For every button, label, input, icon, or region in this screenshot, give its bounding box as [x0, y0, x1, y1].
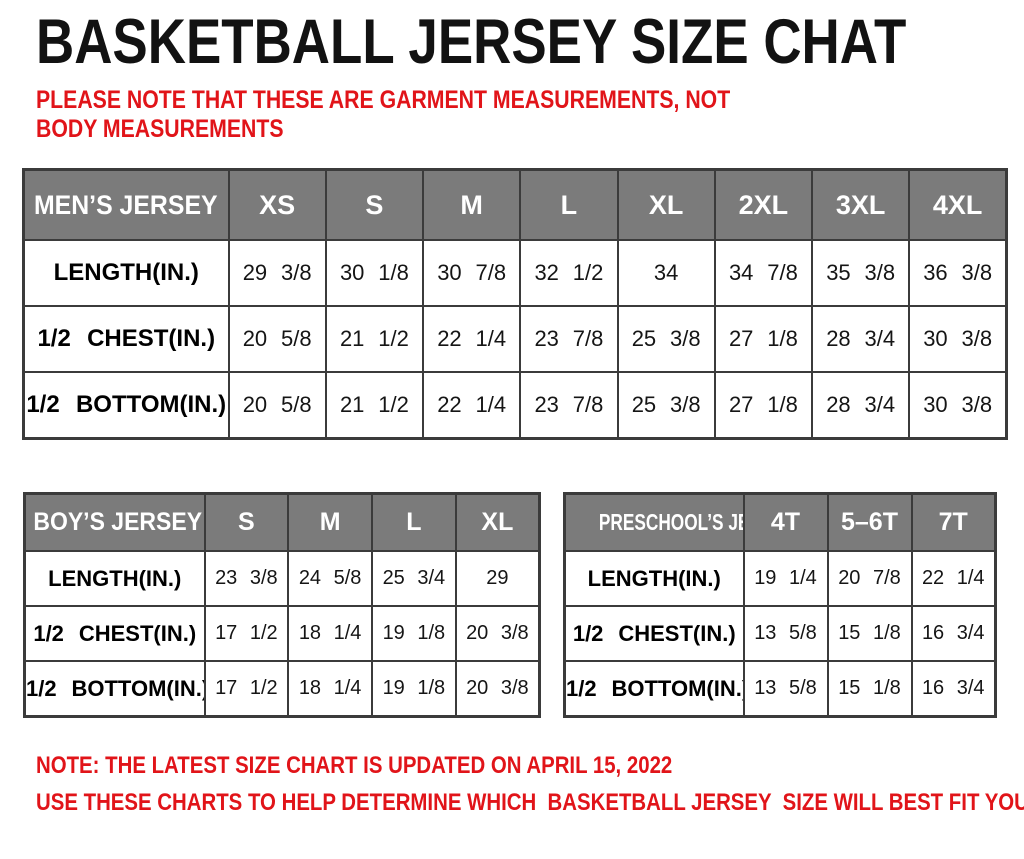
size-col-header-l: L — [371, 492, 457, 552]
size-col-header-m: M — [287, 492, 373, 552]
boys-table-title-label: BOY’S JERSEY — [33, 508, 203, 536]
size-col-header-xs: XS — [227, 168, 327, 241]
measurement-cell: 34 — [616, 239, 716, 307]
size-col-header-3xl: 3XL — [810, 168, 911, 241]
measurement-cell: 25 3/8 — [616, 305, 716, 373]
measurement-cell: 27 1/8 — [713, 371, 814, 440]
measurement-cell: 20 5/8 — [227, 305, 327, 373]
measurement-cell: 13 5/8 — [742, 660, 829, 718]
preschool-table-title-label: PRESCHOOL’S JERSEY — [598, 509, 742, 535]
measurement-cell: 29 — [454, 550, 541, 607]
mens-size-table: MEN’S JERSEY XS S M L XL 2XL 3XL 4XL LEN… — [22, 168, 1008, 440]
measurement-cell: 23 7/8 — [519, 371, 619, 440]
size-col-header-xl: XL — [616, 168, 716, 241]
measurement-cell: 19 1/8 — [371, 660, 457, 718]
table-row-half-bottom: 1/2 BOTTOM(IN.) 13 5/8 15 1/8 16 3/4 — [563, 660, 997, 718]
measurement-cell: 30 3/8 — [908, 305, 1008, 373]
mens-table-title: MEN’S JERSEY — [22, 168, 230, 241]
table-row-half-bottom: 1/2 BOTTOM(IN.) 20 5/8 21 1/2 22 1/4 23 … — [22, 371, 1008, 440]
table-row-length: LENGTH(IN.) 19 1/4 20 7/8 22 1/4 — [563, 550, 997, 607]
measurement-cell: 20 7/8 — [826, 550, 913, 607]
measurement-cell: 30 7/8 — [421, 239, 522, 307]
measurement-cell: 22 1/4 — [421, 371, 522, 440]
measurement-cell: 32 1/2 — [519, 239, 619, 307]
measurement-cell: 21 1/2 — [324, 371, 425, 440]
measurement-cell: 18 1/4 — [287, 660, 373, 718]
measurement-cell: 25 3/4 — [371, 550, 457, 607]
size-col-header-s: S — [324, 168, 425, 241]
measurement-cell: 13 5/8 — [742, 605, 829, 662]
measurement-cell: 30 1/8 — [324, 239, 425, 307]
measurement-cell: 35 3/8 — [810, 239, 911, 307]
row-label-length: LENGTH(IN.) — [22, 239, 230, 307]
row-label-length: LENGTH(IN.) — [23, 550, 206, 607]
measurement-cell: 16 3/4 — [910, 605, 997, 662]
size-col-header-l: L — [519, 168, 619, 241]
size-col-header-5-6t: 5–6T — [826, 492, 913, 552]
size-col-header-s: S — [203, 492, 290, 552]
page-title: BASKETBALL JERSEY SIZE CHAT — [36, 7, 907, 77]
table-row-half-bottom: 1/2 BOTTOM(IN.) 17 1/2 18 1/4 19 1/8 20 … — [23, 660, 541, 718]
row-label-half-bottom: 1/2 BOTTOM(IN.) — [22, 371, 230, 440]
row-label-half-bottom: 1/2 BOTTOM(IN.) — [23, 660, 206, 718]
boys-size-table: BOY’S JERSEY S M L XL LENGTH(IN.) 23 3/8… — [23, 492, 541, 718]
size-col-header-m: M — [421, 168, 522, 241]
measurement-cell: 30 3/8 — [908, 371, 1008, 440]
measurement-cell: 15 1/8 — [826, 605, 913, 662]
preschool-table-title: PRESCHOOL’S JERSEY — [563, 492, 745, 552]
measurement-cell: 19 1/4 — [742, 550, 829, 607]
boys-table-title: BOY’S JERSEY — [23, 492, 206, 552]
row-label-half-bottom: 1/2 BOTTOM(IN.) — [563, 660, 745, 718]
measurement-cell: 21 1/2 — [324, 305, 425, 373]
measurement-cell: 20 3/8 — [454, 660, 541, 718]
measurement-cell: 24 5/8 — [287, 550, 373, 607]
measurement-cell: 20 5/8 — [227, 371, 327, 440]
preschool-size-table: PRESCHOOL’S JERSEY 4T 5–6T 7T LENGTH(IN.… — [563, 492, 997, 718]
mens-table-title-label: MEN’S JERSEY — [34, 189, 219, 220]
measurement-cell: 23 3/8 — [203, 550, 290, 607]
size-col-header-4xl: 4XL — [908, 168, 1008, 241]
measurement-cell: 15 1/8 — [826, 660, 913, 718]
measurement-cell: 16 3/4 — [910, 660, 997, 718]
measurement-cell: 17 1/2 — [203, 660, 290, 718]
table-row-half-chest: 1/2 CHEST(IN.) 20 5/8 21 1/2 22 1/4 23 7… — [22, 305, 1008, 373]
preschool-header-row: PRESCHOOL’S JERSEY 4T 5–6T 7T — [563, 492, 997, 552]
garment-measurement-note: PLEASE NOTE THAT THESE ARE GARMENT MEASU… — [36, 86, 731, 143]
table-row-length: LENGTH(IN.) 23 3/8 24 5/8 25 3/4 29 — [23, 550, 541, 607]
row-label-half-chest: 1/2 CHEST(IN.) — [22, 305, 230, 373]
measurement-cell: 19 1/8 — [371, 605, 457, 662]
measurement-cell: 36 3/8 — [908, 239, 1008, 307]
measurement-cell: 27 1/8 — [713, 305, 814, 373]
measurement-cell: 25 3/8 — [616, 371, 716, 440]
measurement-cell: 23 7/8 — [519, 305, 619, 373]
update-date-note: NOTE: THE LATEST SIZE CHART IS UPDATED O… — [36, 752, 673, 779]
boys-header-row: BOY’S JERSEY S M L XL — [23, 492, 541, 552]
table-row-half-chest: 1/2 CHEST(IN.) 13 5/8 15 1/8 16 3/4 — [563, 605, 997, 662]
size-col-header-4t: 4T — [742, 492, 829, 552]
row-label-length: LENGTH(IN.) — [563, 550, 745, 607]
row-label-half-chest: 1/2 CHEST(IN.) — [563, 605, 745, 662]
table-row-length: LENGTH(IN.) 29 3/8 30 1/8 30 7/8 32 1/2 … — [22, 239, 1008, 307]
size-col-header-7t: 7T — [910, 492, 997, 552]
table-row-half-chest: 1/2 CHEST(IN.) 17 1/2 18 1/4 19 1/8 20 3… — [23, 605, 541, 662]
row-label-half-chest: 1/2 CHEST(IN.) — [23, 605, 206, 662]
measurement-cell: 28 3/4 — [810, 371, 911, 440]
size-col-header-2xl: 2XL — [713, 168, 814, 241]
size-col-header-xl: XL — [454, 492, 541, 552]
measurement-cell: 34 7/8 — [713, 239, 814, 307]
measurement-cell: 28 3/4 — [810, 305, 911, 373]
measurement-cell: 17 1/2 — [203, 605, 290, 662]
mens-header-row: MEN’S JERSEY XS S M L XL 2XL 3XL 4XL — [22, 168, 1008, 241]
fit-advice-note: USE THESE CHARTS TO HELP DETERMINE WHICH… — [36, 789, 1024, 816]
measurement-cell: 18 1/4 — [287, 605, 373, 662]
measurement-cell: 22 1/4 — [910, 550, 997, 607]
measurement-cell: 22 1/4 — [421, 305, 522, 373]
measurement-cell: 29 3/8 — [227, 239, 327, 307]
measurement-cell: 20 3/8 — [454, 605, 541, 662]
